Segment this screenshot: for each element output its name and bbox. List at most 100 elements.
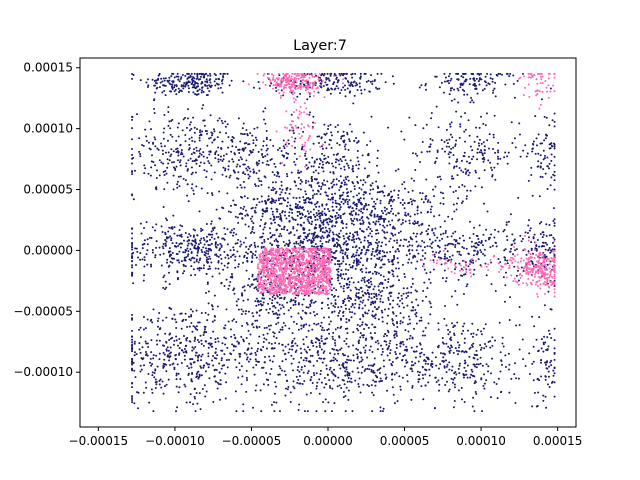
scatter-point: [427, 228, 430, 231]
scatter-point: [321, 214, 324, 217]
scatter-point: [335, 76, 338, 79]
scatter-point: [167, 349, 170, 352]
scatter-point: [318, 212, 321, 215]
scatter-point: [399, 388, 402, 391]
scatter-point: [435, 75, 438, 78]
scatter-point: [232, 253, 235, 256]
scatter-point: [416, 260, 419, 263]
scatter-point: [354, 267, 357, 270]
scatter-point: [396, 241, 399, 244]
scatter-point: [151, 391, 154, 394]
scatter-point: [438, 175, 441, 178]
scatter-point: [381, 229, 384, 232]
scatter-point: [318, 392, 321, 395]
scatter-point: [433, 234, 436, 237]
scatter-point: [499, 72, 502, 75]
scatter-point: [170, 239, 173, 242]
scatter-point: [509, 250, 512, 253]
scatter-point: [351, 76, 354, 79]
scatter-point: [446, 363, 449, 366]
scatter-point: [413, 213, 416, 216]
scatter-point: [396, 257, 399, 260]
scatter-point: [521, 237, 524, 240]
scatter-point: [220, 357, 223, 360]
scatter-point: [308, 348, 311, 351]
scatter-point: [370, 257, 373, 260]
scatter-point: [345, 232, 348, 235]
scatter-point: [348, 84, 351, 87]
scatter-point: [351, 246, 354, 249]
scatter-point: [195, 260, 198, 263]
scatter-point: [334, 263, 337, 266]
scatter-point: [254, 246, 257, 248]
scatter-point: [417, 252, 420, 255]
scatter-point: [266, 209, 269, 212]
scatter-point: [164, 170, 167, 173]
scatter-point: [492, 133, 495, 136]
scatter-point: [476, 148, 479, 151]
scatter-point: [357, 281, 360, 284]
scatter-point: [209, 81, 212, 84]
scatter-point: [157, 317, 160, 320]
scatter-point: [165, 383, 168, 386]
scatter-point: [154, 256, 157, 259]
scatter-point: [342, 396, 345, 399]
scatter-point: [181, 129, 184, 132]
scatter-point: [400, 130, 403, 133]
scatter-point: [534, 247, 537, 250]
scatter-point: [493, 87, 496, 90]
scatter-point: [293, 152, 296, 155]
scatter-point: [387, 126, 390, 129]
scatter-point: [131, 237, 134, 240]
scatter-point: [353, 201, 356, 204]
scatter-point: [342, 141, 345, 144]
scatter-point: [282, 155, 285, 158]
scatter-point: [412, 256, 415, 259]
scatter-point: [241, 147, 244, 150]
scatter-point: [151, 249, 154, 252]
scatter-point: [131, 395, 134, 398]
scatter-point: [322, 223, 325, 226]
scatter-point: [228, 160, 231, 163]
scatter-point: [454, 143, 457, 146]
scatter-point: [384, 278, 387, 281]
scatter-point: [392, 212, 395, 215]
scatter-point: [299, 212, 302, 215]
scatter-point: [382, 263, 385, 266]
scatter-point: [526, 152, 529, 155]
scatter-point: [489, 372, 492, 375]
scatter-point: [201, 130, 204, 133]
scatter-point: [162, 162, 165, 165]
scatter-point: [186, 240, 189, 243]
scatter-point: [135, 247, 138, 250]
scatter-point: [494, 228, 497, 231]
scatter-point: [350, 130, 353, 133]
scatter-point: [246, 252, 249, 255]
scatter-point: [367, 152, 370, 155]
scatter-point: [234, 266, 237, 269]
scatter-point: [530, 174, 533, 177]
scatter-point: [522, 149, 525, 152]
scatter-point: [343, 165, 346, 168]
scatter-point: [393, 239, 396, 242]
scatter-point: [258, 169, 261, 172]
scatter-point: [448, 255, 451, 258]
scatter-point: [248, 167, 251, 170]
scatter-point: [139, 222, 142, 225]
scatter-point: [482, 122, 485, 125]
scatter-point: [235, 366, 238, 369]
scatter-point: [342, 260, 345, 263]
scatter-point: [176, 126, 179, 129]
scatter-point: [516, 269, 519, 272]
scatter-point: [203, 264, 206, 267]
scatter-point: [240, 243, 243, 246]
scatter-point: [443, 140, 446, 143]
scatter-point: [213, 294, 216, 297]
scatter-point: [410, 286, 413, 289]
scatter-point: [209, 233, 212, 236]
scatter-point: [549, 184, 552, 187]
scatter-point: [311, 381, 314, 384]
scatter-point: [150, 154, 153, 157]
scatter-point: [265, 136, 268, 139]
scatter-point: [343, 354, 346, 357]
